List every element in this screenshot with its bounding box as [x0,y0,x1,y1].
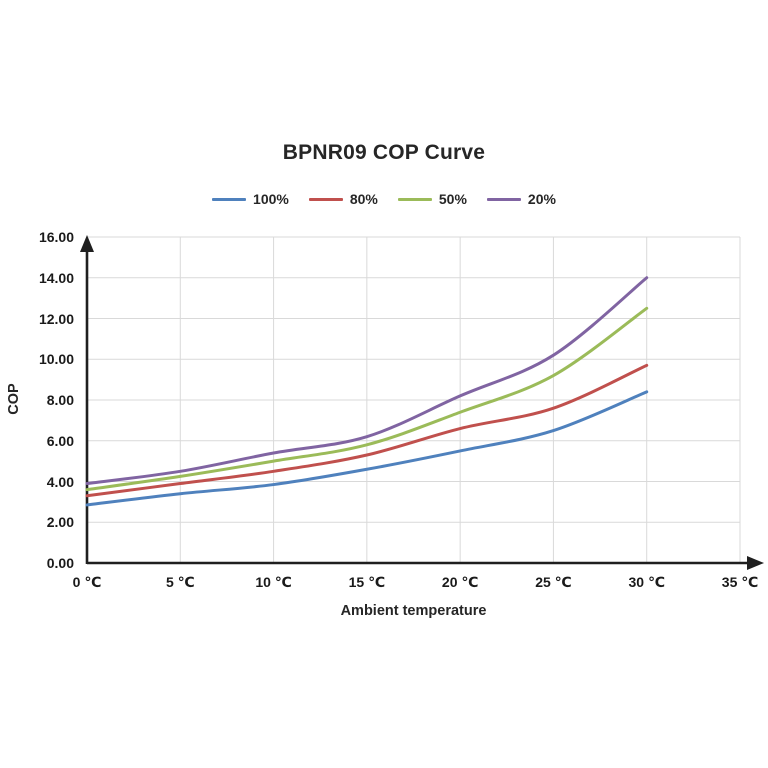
legend-label: 80% [349,191,378,207]
y-tick-label: 0.00 [46,555,74,571]
legend-line-swatch-icon [486,197,521,201]
x-tick-label: 5 ℃ [165,574,195,590]
legend-item-80%: 80% [308,191,378,207]
y-tick-label: 16.00 [38,229,74,245]
y-tick-label: 8.00 [46,392,74,408]
legend-item-20%: 20% [486,191,556,207]
legend-item-100%: 100% [212,191,289,207]
legend-label: 20% [527,191,556,207]
legend-label: 100% [253,191,289,207]
series-line-100% [85,390,649,507]
legend-line-swatch-icon [397,197,432,201]
y-tick-label: 10.00 [38,351,74,368]
series-line-20% [85,276,649,486]
legend-line-swatch-icon [308,197,343,201]
x-tick-label: 30 ℃ [628,574,665,590]
y-axis-title: COP [6,383,22,415]
legend-line-swatch-icon [212,197,247,201]
y-axis-arrow-icon [80,235,94,252]
x-tick-label: 35 ℃ [721,574,759,590]
x-tick-label: 20 ℃ [441,574,479,590]
x-axis-title: Ambient temperature [340,603,487,619]
y-tick-label: 12.00 [38,310,74,327]
x-tick-label: 15 ℃ [348,574,386,590]
x-tick-label: 10 ℃ [255,574,292,590]
chart-legend: 100% 80% 50% 20% [0,191,768,207]
x-tick-label: 25 ℃ [535,574,572,590]
series-line-50% [85,306,649,492]
x-tick-label: 0 ℃ [72,574,102,590]
y-tick-label: 14.00 [38,269,74,286]
y-tick-label: 4.00 [46,473,74,490]
y-tick-label: 6.00 [46,432,74,449]
legend-item-50%: 50% [397,191,467,207]
x-axis-arrow-icon [747,556,764,570]
series-line-80% [85,363,649,498]
chart-title: BPNR09 COP Curve [282,141,486,164]
y-tick-label: 2.00 [46,514,74,531]
legend-label: 50% [438,191,467,207]
